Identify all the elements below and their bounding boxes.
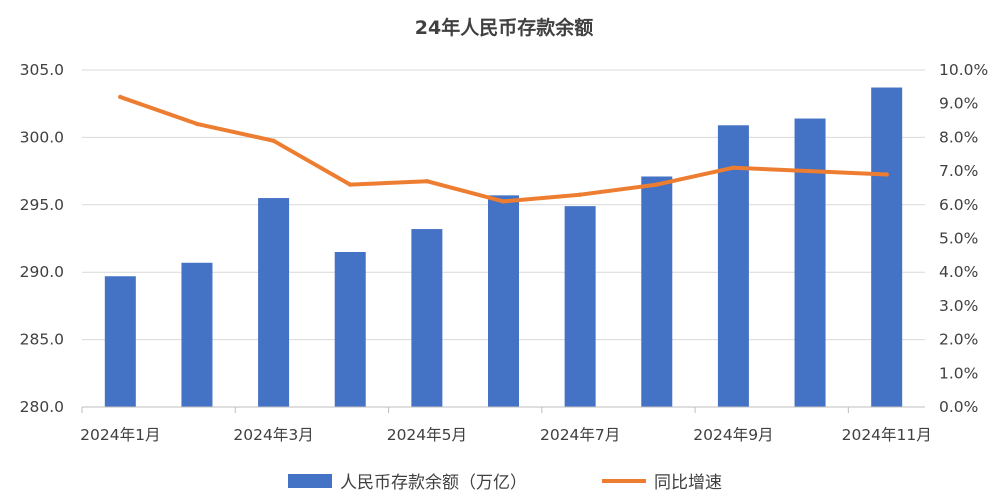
line-point [654,182,659,187]
chart-title: 24年人民币存款余额 [415,16,593,39]
x-tick-label: 2024年3月 [233,426,313,444]
left-tick-label: 290.0 [20,263,64,281]
right-tick-label: 6.0% [939,196,978,214]
left-tick-label: 305.0 [20,61,64,79]
x-tick-label: 2024年9月 [693,426,773,444]
right-tick-label: 0.0% [939,398,978,416]
line-point [807,168,813,174]
right-tick-label: 2.0% [939,331,978,349]
legend: 人民币存款余额（万亿） 同比增速 [288,473,722,493]
bar [334,251,366,407]
legend-swatch-bar [288,474,332,488]
bar-series [104,87,903,408]
right-tick-label: 4.0% [939,263,978,281]
left-tick-label: 295.0 [20,196,64,214]
line-point [348,182,353,187]
line-point [577,192,583,197]
legend-label-bar: 人民币存款余额（万亿） [340,473,527,493]
right-tick-label: 8.0% [939,128,978,146]
right-tick-label: 1.0% [939,364,978,382]
right-tick-label: 7.0% [939,162,978,180]
line-point [271,138,276,143]
bar [564,206,596,407]
right-tick-label: 3.0% [939,297,978,315]
bar [181,262,213,407]
right-tick-label: 5.0% [939,230,978,248]
bar [411,229,443,407]
line-point [194,121,200,127]
x-axis: 2024年1月 2024年3月 2024年5月 2024年7月 2024年9月 2024年… [80,406,932,444]
left-tick-label: 280.0 [20,398,64,416]
line-series [118,94,889,204]
left-tick-label: 300.0 [20,128,64,146]
bar [104,276,136,407]
x-tick-label: 2024年11月 [842,426,932,444]
line-point [884,172,889,177]
left-tick-label: 285.0 [20,331,64,349]
line-point [731,165,736,170]
right-axis-ticks: 0.0% 1.0% 2.0% 3.0% 4.0% 5.0% 6.0% 7.0% 8.0% 9.0%… [939,61,988,416]
line-point [424,179,430,184]
growth-line [118,95,889,204]
x-tick-label: 2024年7月 [540,426,620,444]
x-tick-label: 2024年1月 [80,426,160,444]
bar [871,87,903,408]
legend-label-line: 同比增速 [654,473,722,493]
bar [258,198,290,407]
line-point [118,94,123,100]
bar [488,195,519,407]
bar [794,118,826,407]
left-axis-ticks: 280.0 285.0 290.0 295.0 300.0 305.0 [20,61,64,416]
line-point [501,199,506,204]
right-tick-label: 10.0% [939,61,988,79]
bar [641,176,673,407]
x-tick-label: 2024年5月 [387,426,467,444]
bar [717,125,749,407]
right-tick-label: 9.0% [939,95,978,113]
